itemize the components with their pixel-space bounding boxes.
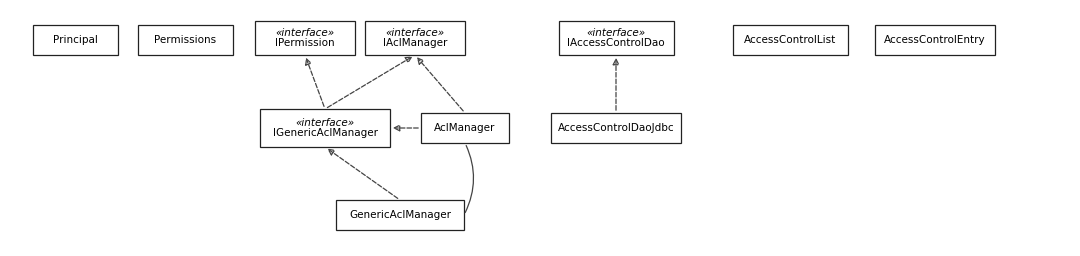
Text: GenericAclManager: GenericAclManager xyxy=(349,210,451,220)
Bar xyxy=(875,25,995,55)
Bar xyxy=(421,113,509,143)
Text: IAclManager: IAclManager xyxy=(382,38,447,48)
Text: Principal: Principal xyxy=(53,35,97,45)
Bar xyxy=(551,113,681,143)
Text: Permissions: Permissions xyxy=(154,35,216,45)
Bar xyxy=(732,25,848,55)
Text: «interface»: «interface» xyxy=(296,118,354,127)
Text: AccessControlDaoJdbc: AccessControlDaoJdbc xyxy=(557,123,674,133)
Text: AccessControlEntry: AccessControlEntry xyxy=(885,35,986,45)
Text: «interface»: «interface» xyxy=(275,27,335,37)
Bar xyxy=(336,200,464,230)
Text: IPermission: IPermission xyxy=(275,38,335,48)
Text: AccessControlList: AccessControlList xyxy=(744,35,836,45)
Text: «interface»: «interface» xyxy=(586,27,646,37)
Bar xyxy=(558,21,674,55)
Text: AclManager: AclManager xyxy=(434,123,496,133)
Text: «interface»: «interface» xyxy=(386,27,445,37)
Text: IGenericAclManager: IGenericAclManager xyxy=(272,129,378,138)
Text: IAccessControlDao: IAccessControlDao xyxy=(567,38,665,48)
Bar xyxy=(137,25,232,55)
Bar xyxy=(365,21,465,55)
Bar xyxy=(260,109,390,147)
Bar xyxy=(32,25,118,55)
Bar xyxy=(255,21,355,55)
